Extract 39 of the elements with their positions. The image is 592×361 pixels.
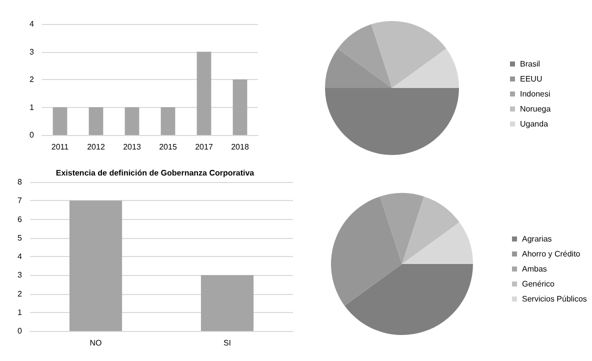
- y-tick-label: 0: [18, 326, 23, 336]
- legend-label: Agrarias: [522, 234, 552, 244]
- x-tick-label: SI: [223, 338, 232, 348]
- y-tick-label: 3: [18, 270, 23, 280]
- x-tick-label: 2012: [87, 142, 106, 152]
- chart-title: Existencia de definición de Gobernanza Corporativa: [56, 168, 255, 178]
- x-tick-label: NO: [90, 338, 102, 348]
- y-tick-label: 1: [30, 102, 35, 112]
- bar: [124, 107, 140, 135]
- legend-label: Genérico: [522, 280, 556, 288]
- legend-label: Servicios Públicos: [522, 294, 587, 304]
- y-tick-label: 2: [30, 75, 35, 84]
- y-tick-label: 8: [18, 178, 23, 186]
- x-tick-label: 2018: [231, 142, 250, 152]
- y-tick-label: 1: [18, 308, 23, 317]
- legend-label: EEUU: [520, 74, 542, 84]
- y-tick-label: 4: [30, 20, 35, 28]
- y-tick-label: 5: [18, 233, 23, 242]
- y-tick-label: 6: [18, 214, 23, 224]
- y-tick-label: 7: [18, 196, 23, 206]
- x-tick-label: 2017: [195, 142, 214, 152]
- x-tick-label: 2015: [159, 142, 178, 152]
- bar: [196, 52, 212, 135]
- bar: [88, 107, 104, 135]
- bar: [232, 80, 248, 135]
- legend-label: Ahorro y Crédito: [522, 250, 581, 258]
- y-tick-label: 0: [30, 130, 35, 140]
- legend-label: Ambas: [522, 264, 547, 274]
- x-tick-label: 2011: [51, 142, 70, 152]
- y-tick-label: 2: [18, 289, 23, 298]
- legend-label: Uganda: [520, 120, 549, 128]
- legend-label: Noruega: [520, 104, 552, 114]
- x-tick-label: 2013: [123, 142, 142, 152]
- legend-label: Brasil: [520, 60, 540, 68]
- bar: [52, 107, 68, 135]
- legend-label: Indonesi: [520, 90, 550, 98]
- y-tick-label: 4: [18, 252, 23, 261]
- y-tick-label: 3: [30, 47, 35, 56]
- bar: [160, 107, 176, 135]
